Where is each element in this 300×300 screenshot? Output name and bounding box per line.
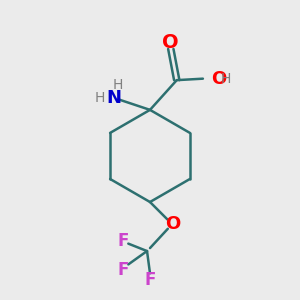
Text: O: O: [211, 70, 226, 88]
Text: F: F: [144, 271, 156, 289]
Text: F: F: [118, 232, 129, 250]
Text: O: O: [163, 33, 179, 52]
Text: H: H: [220, 72, 231, 86]
Text: O: O: [165, 215, 180, 233]
Text: H: H: [95, 91, 105, 105]
Text: F: F: [118, 261, 129, 279]
Text: H: H: [113, 78, 123, 92]
Text: N: N: [107, 89, 122, 107]
